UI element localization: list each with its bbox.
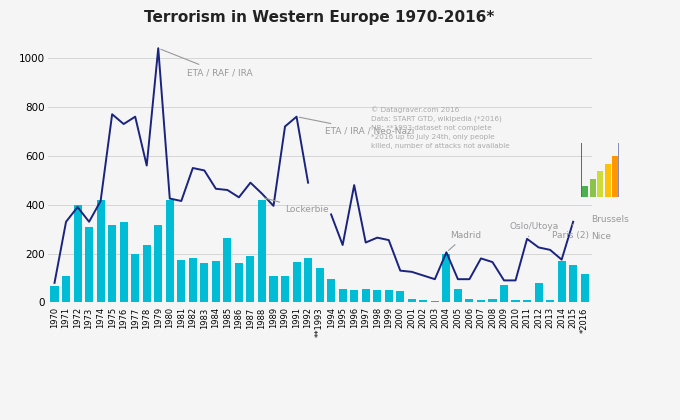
Bar <box>408 299 416 302</box>
Bar <box>534 283 543 302</box>
Bar <box>304 258 312 302</box>
Bar <box>350 290 358 302</box>
Bar <box>258 200 266 302</box>
Bar <box>292 262 301 302</box>
Bar <box>177 260 186 302</box>
Bar <box>385 290 393 302</box>
Bar <box>500 285 508 302</box>
Bar <box>443 254 450 302</box>
Text: Brussels: Brussels <box>592 215 630 224</box>
Title: Terrorism in Western Europe 1970-2016*: Terrorism in Western Europe 1970-2016* <box>144 10 495 26</box>
Text: ETA / RAF / IRA: ETA / RAF / IRA <box>161 49 253 77</box>
Bar <box>201 263 208 302</box>
Bar <box>246 256 254 302</box>
Bar <box>166 200 174 302</box>
Bar <box>50 286 58 302</box>
Bar <box>523 300 531 302</box>
Bar <box>431 301 439 302</box>
Text: Madrid: Madrid <box>449 231 481 250</box>
Bar <box>558 261 566 302</box>
Bar <box>546 300 554 302</box>
Bar <box>511 300 520 302</box>
Bar <box>396 291 405 302</box>
Bar <box>189 258 197 302</box>
Bar <box>120 222 128 302</box>
Bar <box>590 179 596 197</box>
Text: Nice: Nice <box>592 232 611 241</box>
Bar <box>223 238 231 302</box>
Bar <box>465 299 473 302</box>
Bar <box>235 263 243 302</box>
Bar <box>73 205 82 302</box>
Legend: People killed, Number of attacks: People killed, Number of attacks <box>167 419 385 420</box>
Bar <box>612 156 618 197</box>
Bar <box>605 163 611 197</box>
Bar <box>597 171 603 197</box>
Bar <box>316 268 324 302</box>
Bar <box>362 289 370 302</box>
Bar <box>143 245 151 302</box>
Bar <box>212 261 220 302</box>
Bar <box>454 289 462 302</box>
Bar <box>327 279 335 302</box>
Bar <box>269 276 277 302</box>
Bar <box>339 289 347 302</box>
Text: © Datagraver.com 2016
Data: START GTD, wikipedia (*2016)
NB: **1993 dataset not : © Datagraver.com 2016 Data: START GTD, w… <box>371 106 510 150</box>
Bar <box>281 276 289 302</box>
Text: ETA / IRA / Neo-Nazi: ETA / IRA / Neo-Nazi <box>299 117 415 136</box>
Bar <box>97 200 105 302</box>
Bar <box>569 265 577 302</box>
Bar <box>131 254 139 302</box>
Bar <box>488 299 496 302</box>
Text: Oslo/Utoya: Oslo/Utoya <box>510 222 559 236</box>
Bar <box>581 274 589 302</box>
Bar <box>582 186 588 197</box>
Bar <box>108 226 116 302</box>
Text: Lockerbie: Lockerbie <box>265 198 328 214</box>
Bar <box>477 300 485 302</box>
Bar <box>85 227 93 302</box>
Bar <box>62 276 70 302</box>
Bar <box>420 300 427 302</box>
Text: Paris (2): Paris (2) <box>552 225 590 240</box>
Bar <box>154 226 163 302</box>
Bar <box>373 290 381 302</box>
